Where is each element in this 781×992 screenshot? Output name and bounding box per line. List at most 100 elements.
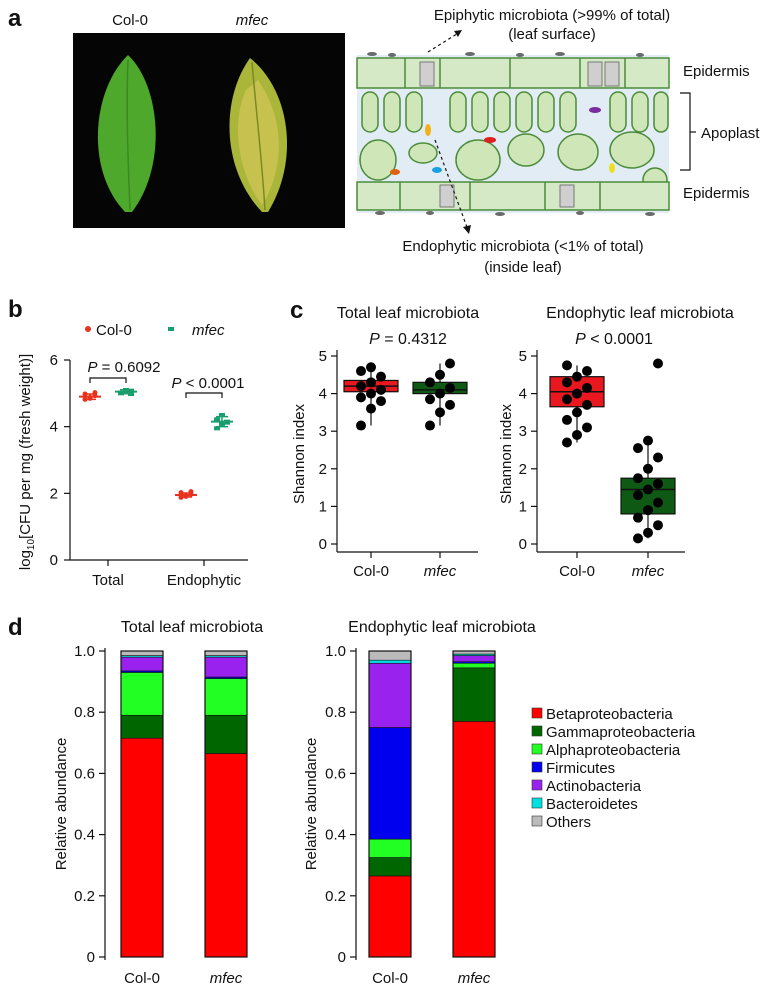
- bar-segment-d1: [204, 753, 248, 958]
- ytick-label-b: 2: [50, 485, 58, 502]
- ytick-label-d1: 0.4: [74, 827, 95, 844]
- ytick-label-b: 0: [50, 552, 58, 569]
- ytick-label-c2: 3: [519, 423, 527, 440]
- xtick-label-d1: Col-0: [124, 970, 160, 987]
- ytick-label-c1: 2: [319, 461, 327, 478]
- bar-segment-d1: [120, 650, 164, 656]
- legend-b-col0-marker: [85, 326, 91, 332]
- point-c1: [356, 392, 366, 403]
- ytick-label-d2: 0.2: [325, 888, 346, 905]
- leaf-label-col0: Col-0: [112, 12, 148, 29]
- bar-segment-d1: [120, 737, 164, 958]
- point-c2: [633, 533, 643, 544]
- bar-segment-d2: [368, 727, 412, 840]
- bar-segment-d2: [368, 659, 412, 664]
- legend-b-mfec-marker: [168, 327, 174, 331]
- point-c1: [425, 420, 435, 431]
- endophytic-label-line2: (inside leaf): [484, 259, 562, 276]
- legend-d-swatch: [531, 779, 543, 791]
- point-c1: [445, 382, 455, 393]
- legend-d-label: Others: [546, 814, 591, 831]
- bar-segment-d2: [368, 662, 412, 728]
- ytick-label-c2: 2: [519, 461, 527, 478]
- xtick-label-c2: mfec: [632, 563, 665, 580]
- point-c2: [582, 366, 592, 377]
- ytick-label-c1: 0: [319, 536, 327, 553]
- chart-c1: 0 1 2 3 4 5 Shannon index Col-0 mfec: [291, 348, 478, 580]
- ytick-label-c1: 3: [319, 423, 327, 440]
- point-c2: [643, 505, 653, 516]
- bar-segment-d2: [368, 875, 412, 958]
- bar-segment-d2: [368, 838, 412, 858]
- ylabel-c1: Shannon index: [291, 403, 308, 504]
- bar-segment-d2: [452, 662, 496, 669]
- chart-d2: 0 0.2 0.4 0.6 0.8 1.0 Relative abundance Col-0 m…: [303, 643, 496, 987]
- ytick-label-c2: 5: [519, 348, 527, 365]
- point-c2: [562, 377, 572, 388]
- pvalue-c2: P < 0.0001: [575, 331, 653, 348]
- xtick-label-b: Total: [92, 572, 124, 589]
- panel-label-d: d: [8, 614, 23, 641]
- panel-label-a: a: [8, 5, 22, 32]
- bar-outline-d1: [120, 650, 164, 958]
- apoplast-bracket: [680, 92, 691, 171]
- bar-segment-d1: [204, 650, 248, 656]
- ytick-label-b: 4: [50, 419, 58, 436]
- point-c2: [643, 527, 653, 538]
- point-c1: [425, 377, 435, 388]
- point-c2: [572, 429, 582, 440]
- ytick-label-c1: 5: [319, 348, 327, 365]
- point-c1: [435, 388, 445, 399]
- point-c1: [356, 381, 366, 392]
- leaf-cross-section: [356, 52, 670, 216]
- point-c2: [582, 382, 592, 393]
- ytick-label-c1: 4: [319, 386, 327, 403]
- title-d2: Endophytic leaf microbiota: [348, 619, 536, 636]
- legend-d-swatch: [531, 707, 543, 719]
- bar-segment-d1: [204, 656, 248, 678]
- epidermis-top-label: Epidermis: [683, 63, 750, 80]
- legend-d-label: Alphaproteobacteria: [546, 742, 681, 759]
- xtick-label-d2: mfec: [458, 970, 491, 987]
- endophytic-label-line1: Endophytic microbiota (<1% of total): [402, 238, 643, 255]
- legend-d-label: Actinobacteria: [546, 778, 642, 795]
- bar-outline-d2: [368, 650, 412, 958]
- xtick-label-c1: Col-0: [353, 563, 389, 580]
- point-c2: [562, 437, 572, 448]
- bar-segment-d2: [368, 650, 412, 661]
- point-c2: [562, 414, 572, 425]
- point-c1: [366, 403, 376, 414]
- legend-d-swatch: [531, 797, 543, 809]
- point-c2: [643, 484, 653, 495]
- point-c1: [445, 358, 455, 369]
- point-c1: [435, 407, 445, 418]
- bar-segment-d2: [452, 667, 496, 722]
- ylabel-d1: Relative abundance: [53, 738, 70, 871]
- point-c1: [366, 362, 376, 373]
- point-c1: [366, 388, 376, 399]
- ylabel-d2: Relative abundance: [303, 738, 320, 871]
- point-c2: [633, 443, 643, 454]
- ytick-label-d1: 0.2: [74, 888, 95, 905]
- legend-d-label: Gammaproteobacteria: [546, 724, 696, 741]
- endophytic-arrow: [434, 139, 469, 231]
- xtick-label-b: Endophytic: [167, 572, 242, 589]
- bracket-b-total: [89, 377, 127, 383]
- point-c1: [376, 396, 386, 407]
- ytick-label-d1: 1.0: [74, 643, 95, 660]
- point-c2: [633, 490, 643, 501]
- bracket-b-endophytic: [185, 392, 223, 398]
- chart-d1: 0 0.2 0.4 0.6 0.8 1.0 Relative abundance Col-0 m…: [53, 643, 248, 987]
- epiphytic-arrowhead: [454, 30, 462, 37]
- legend-d-label: Betaproteobacteria: [546, 706, 673, 723]
- point-c1: [376, 384, 386, 395]
- legend-d-label: Bacteroidetes: [546, 796, 638, 813]
- legend-d-swatch: [531, 815, 543, 827]
- point-c2: [633, 512, 643, 523]
- legend-d-label: Firmicutes: [546, 760, 615, 777]
- ytick-label-d2: 1.0: [325, 643, 346, 660]
- bar-segment-d2: [452, 655, 496, 663]
- ytick-label-c2: 0: [519, 536, 527, 553]
- point-c2: [653, 452, 663, 463]
